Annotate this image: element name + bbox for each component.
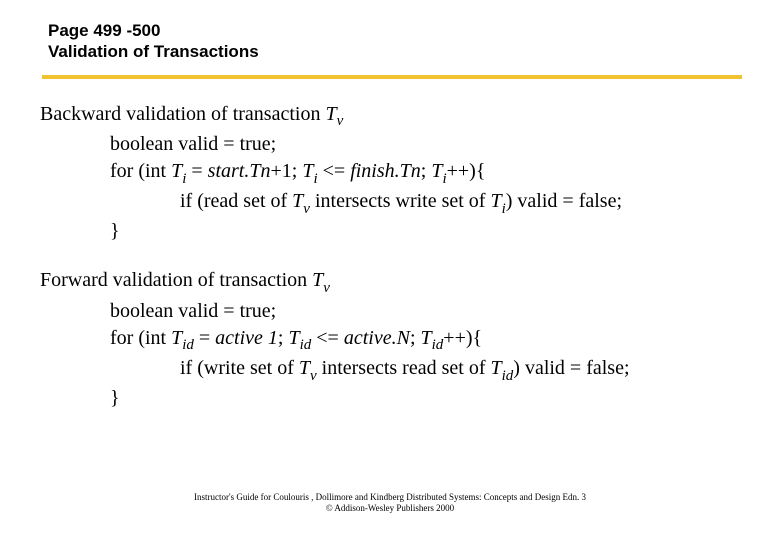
var-T: T (288, 327, 299, 349)
sub-i: i (442, 171, 446, 187)
var-T: T (302, 160, 313, 182)
var-T: T (421, 327, 432, 349)
sub-id: id (182, 337, 194, 353)
finishTn: finish.Tn (350, 160, 421, 182)
var-T: T (325, 103, 336, 125)
forward-if: if (write set of Tv intersects read set … (180, 355, 740, 385)
sub-v: v (323, 280, 330, 296)
sub-i: i (313, 171, 317, 187)
slide-content: Backward validation of transaction Tv bo… (0, 79, 780, 413)
backward-block: Backward validation of transaction Tv bo… (40, 101, 740, 246)
sub-id: id (502, 368, 514, 384)
startTn: start.Tn (208, 160, 271, 182)
footer-line-2: © Addison-Wesley Publishers 2000 (0, 503, 780, 514)
activeN: active.N (344, 327, 410, 349)
eq: = (194, 327, 215, 349)
slide-header: Page 499 -500 Validation of Transactions (0, 0, 780, 71)
backward-title: Backward validation of transaction Tv (40, 101, 740, 131)
sub-i: i (182, 171, 186, 187)
forward-title: Forward validation of transaction Tv (40, 267, 740, 297)
plus1: +1; (270, 160, 302, 182)
le: <= (318, 160, 351, 182)
mid: intersects write set of (310, 190, 491, 212)
end: ) valid = false; (513, 357, 629, 379)
semi: ; (410, 327, 421, 349)
slide: Page 499 -500 Validation of Transactions… (0, 0, 780, 540)
for-prefix: for (int (110, 160, 171, 182)
var-T: T (490, 357, 501, 379)
var-T: T (431, 160, 442, 182)
footer-line-1: Instructor's Guide for Coulouris , Dolli… (0, 492, 780, 503)
if-prefix: if (read set of (180, 190, 292, 212)
pp: ++){ (447, 160, 486, 182)
backward-for: for (int Ti = start.Tn+1; Ti <= finish.T… (110, 158, 740, 188)
var-T: T (490, 190, 501, 212)
var-T: T (312, 269, 323, 291)
forward-title-prefix: Forward validation of transaction (40, 269, 312, 291)
sub-i: i (502, 201, 506, 217)
forward-for: for (int Tid = active 1; Tid <= active.N… (110, 325, 740, 355)
sub-v: v (310, 368, 317, 384)
semi: ; (278, 327, 289, 349)
slide-footer: Instructor's Guide for Coulouris , Dolli… (0, 492, 780, 515)
header-line-2: Validation of Transactions (48, 41, 780, 62)
sub-v: v (303, 201, 310, 217)
forward-bool: boolean valid = true; (110, 298, 740, 325)
end: ) valid = false; (506, 190, 622, 212)
le: <= (311, 327, 344, 349)
sub-id: id (432, 337, 444, 353)
for-prefix: for (int (110, 327, 171, 349)
header-line-1: Page 499 -500 (48, 20, 780, 41)
sub-id: id (300, 337, 312, 353)
var-T: T (292, 190, 303, 212)
forward-block: Forward validation of transaction Tv boo… (40, 267, 740, 412)
semi: ; (421, 160, 432, 182)
backward-close: } (110, 218, 740, 245)
sub-v: v (337, 113, 344, 129)
var-T: T (299, 357, 310, 379)
eq: = (186, 160, 207, 182)
forward-close: } (110, 385, 740, 412)
backward-bool: boolean valid = true; (110, 131, 740, 158)
backward-if: if (read set of Tv intersects write set … (180, 188, 740, 218)
pp: ++){ (443, 327, 482, 349)
active1: active 1 (215, 327, 278, 349)
var-T: T (171, 160, 182, 182)
if-prefix: if (write set of (180, 357, 299, 379)
var-T: T (171, 327, 182, 349)
mid: intersects read set of (317, 357, 491, 379)
backward-title-prefix: Backward validation of transaction (40, 103, 325, 125)
